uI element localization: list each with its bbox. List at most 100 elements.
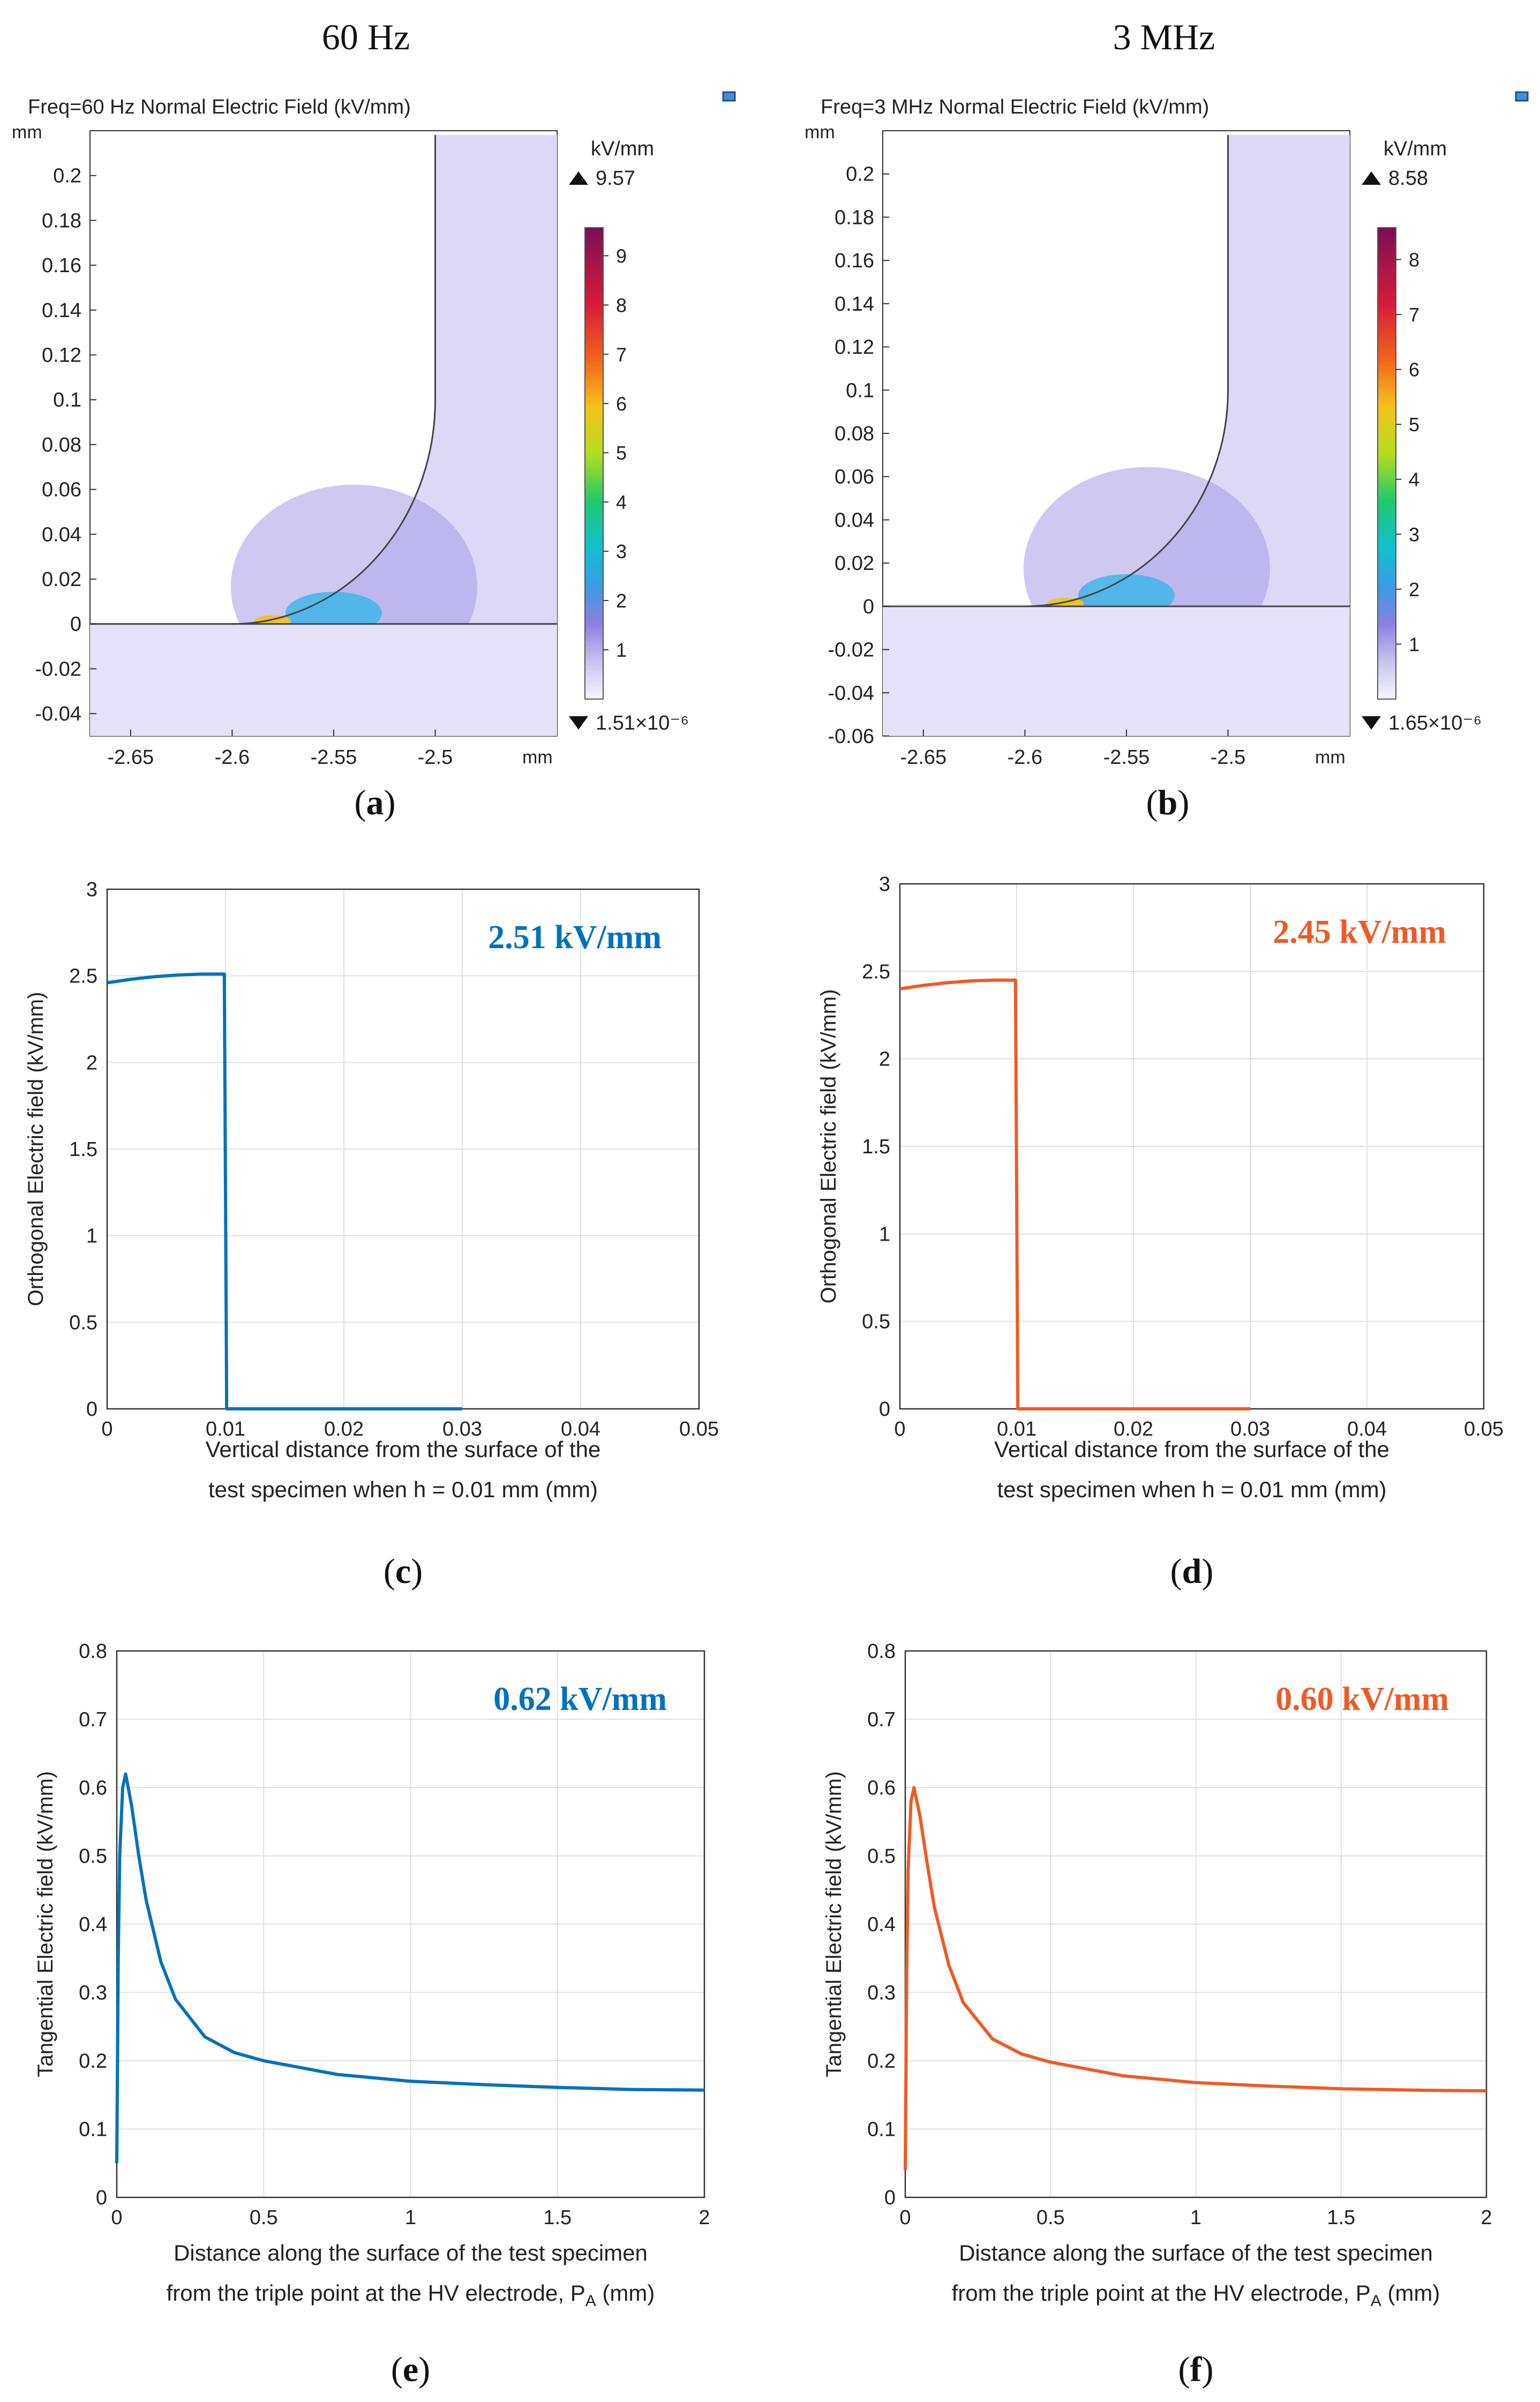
x-tick-label: 2 (698, 2206, 710, 2229)
y-tick-label: 0.16 (835, 250, 874, 272)
colorbar-tick-label: 2 (1409, 579, 1419, 600)
colorbar-tick-label: 6 (616, 393, 627, 415)
x-tick-label: 0.01 (997, 1418, 1036, 1440)
x-axis-label-line-2: from the triple point at the HV electrod… (952, 2280, 1440, 2310)
x-tick-label: 0.05 (1464, 1418, 1504, 1440)
colorbar-tick-label: 2 (616, 590, 627, 612)
y-tick-label: 1.5 (69, 1138, 97, 1161)
y-tick-label: 0.7 (79, 1709, 107, 1731)
y-tick-label: 0.12 (42, 344, 81, 367)
max-triangle-icon (569, 171, 588, 185)
x-tick-label: 0.03 (1230, 1418, 1270, 1440)
max-triangle-icon (1362, 171, 1381, 185)
panel-letter: f (1190, 2350, 1203, 2389)
colorbar (1377, 227, 1396, 700)
y-tick-label: -0.04 (828, 682, 874, 704)
column-header-3mhz: 3 MHz (1113, 17, 1215, 57)
x-tick-label: 0 (899, 2206, 911, 2229)
y-tick-label: 0.2 (79, 2050, 107, 2073)
y-tick-label: 0.5 (69, 1311, 97, 1334)
peak-annotation: 0.62 kV/mm (493, 1681, 667, 1717)
series-line (899, 978, 1250, 1410)
x-axis-label-line-2: test specimen when h = 0.01 mm (mm) (208, 1477, 598, 1502)
x-tick-label: 2 (1481, 2206, 1492, 2229)
colorbar-tick-label: 3 (616, 541, 627, 562)
min-triangle-icon (1362, 716, 1381, 730)
x-tick-label: 0.5 (1036, 2206, 1065, 2229)
y-tick-label: 3 (879, 873, 890, 896)
colorbar-tick-label: 9 (616, 245, 627, 267)
y-tick-label: -0.02 (35, 658, 81, 680)
y-tick-label: 0.16 (42, 254, 81, 277)
y-axis-label: Orthogonal Electric field (kV/mm) (24, 992, 48, 1307)
x-tick-label: 0.05 (679, 1418, 719, 1440)
x-tick-label: 0 (101, 1418, 112, 1440)
x-tick-label: 1.5 (543, 2206, 572, 2229)
y-tick-label: 0.5 (79, 1845, 107, 1868)
y-tick-label: 0.5 (867, 1845, 896, 1868)
y-tick-label: 0.2 (867, 2050, 896, 2073)
x-tick-label: 0 (111, 2206, 122, 2229)
y-tick-label: 0.6 (79, 1777, 107, 1799)
colorbar-tick-label: 5 (616, 442, 627, 464)
x-tick-label: 0.02 (324, 1418, 364, 1440)
y-tick-label: 1.5 (862, 1136, 890, 1158)
y-tick-label: 0.3 (79, 1982, 107, 2005)
colorbar-max-label: 9.57 (596, 167, 635, 190)
electrode-edge (1025, 135, 1229, 607)
x-tick-label: 0 (894, 1418, 905, 1440)
field-region (1025, 135, 1350, 606)
y-tick-label: 0.8 (79, 1640, 107, 1663)
y-tick-label: 0.4 (79, 1913, 107, 1936)
peak-annotation: 2.51 kV/mm (488, 919, 662, 956)
peak-annotation: 0.60 kV/mm (1275, 1681, 1449, 1717)
panel-a-heatmap: Freq=60 Hz Normal Electric Field (kV/mm)… (12, 91, 736, 822)
panel-label: (a) (355, 783, 396, 822)
y-tick-label: 0.1 (867, 2119, 896, 2141)
colorbar-tick-label: 3 (1409, 523, 1419, 545)
colorbar-tick-label: 1 (1409, 633, 1419, 655)
y-tick-label: 0 (879, 1398, 890, 1421)
y-tick-label: 1 (86, 1225, 97, 1248)
y-tick-label: 0.14 (42, 299, 81, 322)
x-unit-label: mm (522, 747, 553, 768)
x-axis-label-line-1: Distance along the surface of the test s… (174, 2240, 648, 2265)
y-tick-label: 0 (86, 1398, 97, 1421)
x-tick-label: -2.6 (1008, 746, 1042, 769)
y-tick-label: 0.14 (835, 293, 874, 316)
x-tick-label: 1 (1190, 2206, 1201, 2229)
colorbar-unit: kV/mm (1384, 138, 1447, 160)
y-tick-label: 0.12 (835, 336, 874, 359)
panel-letter: c (395, 1552, 411, 1591)
x-unit-label: mm (1315, 747, 1346, 768)
y-tick-label: 0.7 (867, 1709, 896, 1731)
colorbar-tick-label: 4 (1409, 469, 1419, 491)
y-tick-label: -0.02 (828, 639, 874, 662)
y-tick-label: 0 (863, 596, 874, 618)
x-tick-label: 0.04 (561, 1418, 600, 1440)
y-tick-label: 0.06 (835, 466, 874, 489)
series-line (115, 1772, 705, 2164)
x-axis-label-line-2: from the triple point at the HV electrod… (167, 2280, 655, 2310)
colorbar-tick-label: 7 (616, 343, 627, 365)
colorbar-tick-label: 8 (1409, 249, 1419, 271)
colorbar (584, 227, 604, 700)
field-region (232, 135, 557, 624)
x-tick-label: -2.65 (900, 746, 947, 769)
x-tick-label: -2.6 (215, 746, 250, 769)
x-tick-label: 0.5 (250, 2206, 278, 2229)
y-tick-label: 0.02 (835, 552, 874, 575)
series-line (904, 1786, 1487, 2171)
y-tick-label: 0.2 (846, 163, 874, 186)
y-tick-label: 2.5 (69, 965, 97, 988)
x-axis-label-line-1: Vertical distance from the surface of th… (206, 1437, 601, 1462)
x-axis-label-line-1: Distance along the surface of the test s… (959, 2240, 1433, 2265)
y-tick-label: 0.04 (42, 523, 81, 546)
colorbar-unit: kV/mm (591, 138, 654, 160)
y-tick-label: 3 (86, 879, 97, 901)
y-tick-label: 0 (884, 2187, 896, 2209)
y-tick-label: -0.06 (828, 725, 874, 748)
y-tick-label: 0.5 (862, 1311, 890, 1333)
column-header-60hz: 60 Hz (322, 17, 410, 57)
